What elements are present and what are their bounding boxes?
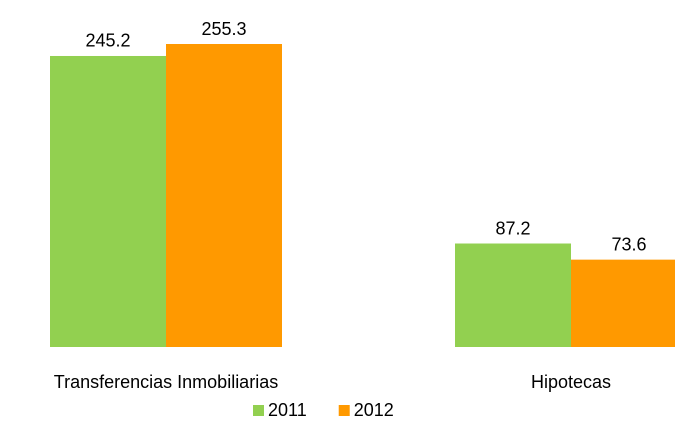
- x-tick-label: Hipotecas: [531, 372, 611, 392]
- value-label: 255.3: [201, 19, 246, 39]
- value-label: 73.6: [611, 234, 646, 254]
- legend-swatch: [338, 405, 350, 416]
- bar: [50, 55, 166, 348]
- x-tick-label: Transferencias Inmobiliarias: [54, 372, 278, 392]
- value-label: 245.2: [85, 31, 130, 51]
- value-label: 87.2: [495, 218, 530, 238]
- legend-label: 2011: [268, 400, 307, 420]
- bar: [166, 44, 282, 347]
- legend-swatch: [253, 405, 264, 416]
- bar: [571, 259, 675, 347]
- legend-label: 2012: [354, 400, 394, 420]
- bar: [455, 243, 571, 347]
